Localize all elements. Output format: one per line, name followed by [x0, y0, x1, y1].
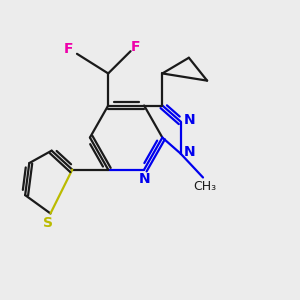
Text: F: F	[64, 42, 74, 56]
Text: N: N	[138, 172, 150, 186]
Text: CH₃: CH₃	[193, 180, 216, 193]
Text: F: F	[131, 40, 141, 54]
Text: N: N	[184, 113, 196, 127]
Text: N: N	[184, 145, 196, 159]
Text: S: S	[43, 216, 52, 230]
